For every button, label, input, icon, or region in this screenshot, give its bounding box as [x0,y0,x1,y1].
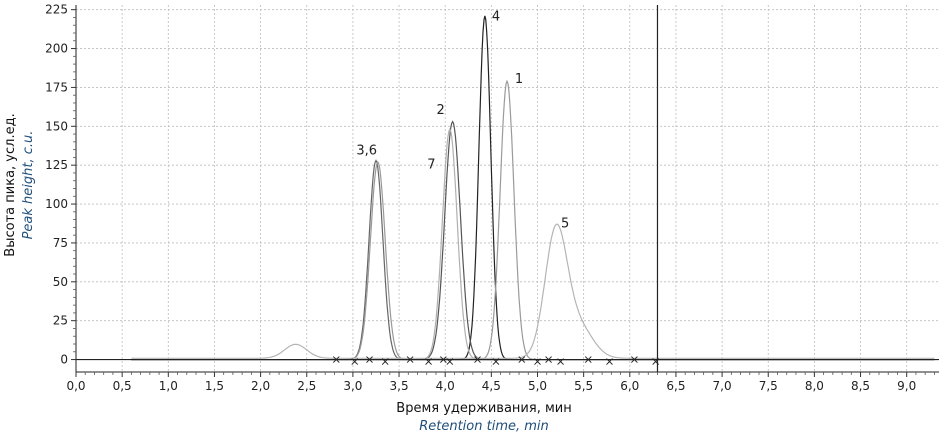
y-axis-title-ru: Высота пика, усл.ед. [3,113,18,256]
x-tick-label: 7,5 [759,379,778,393]
y-tick-label: 25 [53,314,68,328]
peak-label: 4 [492,10,500,25]
chromatogram-trace [131,159,935,361]
x-tick-label: 3,5 [390,379,409,393]
x-tick-label: 6,5 [666,379,685,393]
x-tick-label: 9,0 [897,379,916,393]
chromatogram-trace [131,128,935,361]
chromatogram-trace [131,15,935,361]
chromatogram-trace [131,79,935,361]
y-tick-label: 75 [53,236,68,250]
y-tick-label: 150 [45,119,68,133]
x-tick-label: 2,5 [297,379,316,393]
peak-label: 7 [427,157,435,172]
x-tick-label: 1,0 [159,379,178,393]
y-tick-label: 125 [45,158,68,172]
x-tick-label: 1,5 [205,379,224,393]
x-tick-label: 0,0 [66,379,85,393]
y-tick-label: 200 [45,42,68,56]
x-tick-label: 7,0 [713,379,732,393]
y-tick-label: 225 [45,3,68,17]
x-tick-label: 0,5 [113,379,132,393]
x-axis-title-en: Retention time, min [419,419,549,434]
peak-label: 3,6 [356,143,377,158]
peak-label: 5 [561,216,569,231]
x-tick-label: 4,0 [436,379,455,393]
x-tick-label: 6,0 [620,379,639,393]
y-tick-label: 50 [53,275,68,289]
grid-lines [76,5,939,372]
peak-label: 2 [436,103,444,118]
peak-labels: 4 1 2 7 3,6 5 [356,10,569,232]
plot-frame [75,5,939,373]
x-tick-label: 8,5 [851,379,870,393]
y-axis-title-en: Peak height, c.u. [21,131,36,240]
x-axis-title-ru: Время удерживания, мин [396,401,571,416]
chromatogram-trace [131,223,935,359]
x-tick-label: 4,5 [482,379,501,393]
chromatogram-traces [131,15,935,361]
x-tick-label: 8,0 [805,379,824,393]
peak-label: 1 [515,72,523,87]
y-tick-label: 100 [45,197,68,211]
chromatogram-trace [131,120,935,361]
x-tick-label: 5,5 [574,379,593,393]
x-tick-label: 3,0 [343,379,362,393]
y-tick-label: 175 [45,80,68,94]
y-axis-ticks: 0 25 50 75 100 125 150 175 200 225 [45,3,76,367]
x-tick-label: 2,0 [251,379,270,393]
y-tick-label: 0 [60,353,68,367]
chromatogram-trace [131,160,935,361]
x-tick-label: 5,0 [528,379,547,393]
x-axis-ticks: 0,0 0,5 1,0 1,5 2,0 2,5 3,0 3,5 4,0 4,5 5,0 5,5 6,0 6… [66,372,935,393]
